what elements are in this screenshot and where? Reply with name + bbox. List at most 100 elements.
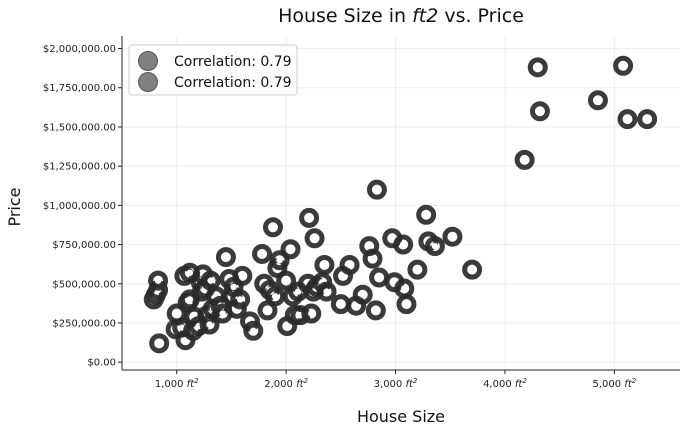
data-point-center bbox=[272, 293, 278, 299]
data-point-center bbox=[423, 212, 429, 218]
data-point bbox=[640, 112, 655, 127]
data-point-center bbox=[311, 235, 317, 241]
data-point bbox=[517, 152, 532, 167]
x-tick-label: 5,000 ft2 bbox=[592, 377, 636, 390]
data-point bbox=[620, 112, 635, 127]
data-point-center bbox=[270, 224, 276, 230]
data-point bbox=[317, 257, 332, 272]
y-tick-label: $750,000.00 bbox=[52, 240, 116, 251]
data-point-center bbox=[187, 270, 193, 276]
data-point-center bbox=[432, 243, 438, 249]
data-point-center bbox=[250, 328, 256, 334]
data-point bbox=[333, 297, 348, 312]
data-point-center bbox=[207, 277, 213, 283]
y-tick-label: $500,000.00 bbox=[52, 279, 116, 290]
data-point-center bbox=[644, 116, 650, 122]
legend-marker-1 bbox=[139, 52, 158, 71]
data-point bbox=[419, 207, 434, 222]
data-point-center bbox=[624, 116, 630, 122]
legend: Correlation: 0.79 Correlation: 0.79 bbox=[129, 45, 297, 95]
data-point-center bbox=[403, 301, 409, 307]
y-tick-label: $1,500,000.00 bbox=[43, 122, 116, 133]
data-point bbox=[304, 306, 319, 321]
data-point-center bbox=[276, 257, 282, 263]
data-point-center bbox=[537, 108, 543, 114]
data-point-center bbox=[321, 262, 327, 268]
y-tick-label: $1,750,000.00 bbox=[43, 83, 116, 94]
x-tick-label: 1,000 ft2 bbox=[155, 377, 199, 390]
y-tick-label: $1,000,000.00 bbox=[43, 201, 116, 212]
y-tick-label: $250,000.00 bbox=[52, 318, 116, 329]
x-tick-label: 2,000 ft2 bbox=[264, 377, 308, 390]
data-point-center bbox=[264, 307, 270, 313]
data-point-center bbox=[206, 321, 212, 327]
data-point-center bbox=[174, 310, 180, 316]
y-tick-label: $1,250,000.00 bbox=[43, 162, 116, 173]
data-point bbox=[616, 58, 631, 73]
data-point-center bbox=[595, 97, 601, 103]
data-point bbox=[397, 281, 412, 296]
title-prefix: House Size in bbox=[278, 5, 412, 27]
data-point-center bbox=[187, 296, 193, 302]
data-point bbox=[203, 273, 218, 288]
data-point bbox=[235, 268, 250, 283]
data-point bbox=[233, 292, 248, 307]
data-point bbox=[369, 182, 384, 197]
data-point bbox=[465, 262, 480, 277]
data-point-center bbox=[373, 307, 379, 313]
data-point-center bbox=[156, 340, 162, 346]
title-suffix: vs. Price bbox=[438, 5, 524, 27]
data-point-center bbox=[360, 292, 366, 298]
data-point bbox=[399, 297, 414, 312]
data-point-center bbox=[620, 63, 626, 69]
data-point bbox=[355, 287, 370, 302]
data-point-center bbox=[287, 246, 293, 252]
data-point bbox=[152, 336, 167, 351]
data-point bbox=[530, 60, 545, 75]
data-point bbox=[246, 323, 261, 338]
data-point bbox=[445, 229, 460, 244]
data-point-center bbox=[469, 266, 475, 272]
data-point-center bbox=[521, 157, 527, 163]
data-point bbox=[342, 257, 357, 272]
data-points bbox=[146, 58, 654, 351]
x-tick-label: 3,000 ft2 bbox=[374, 377, 418, 390]
data-point-center bbox=[401, 285, 407, 291]
data-point-center bbox=[535, 64, 541, 70]
y-tick-label: $2,000,000.00 bbox=[43, 44, 116, 55]
data-point-center bbox=[346, 262, 352, 268]
data-point bbox=[427, 239, 442, 254]
data-point-center bbox=[374, 186, 380, 192]
chart-title: House Size in ft2 vs. Price bbox=[278, 5, 524, 27]
data-point bbox=[532, 104, 547, 119]
data-point-center bbox=[239, 273, 245, 279]
data-point bbox=[410, 262, 425, 277]
y-tick-label: $0.00 bbox=[87, 358, 116, 369]
x-tick-labels: 1,000 ft2 2,000 ft2 3,000 ft2 4,000 ft2 5,00… bbox=[155, 377, 637, 390]
data-point bbox=[218, 250, 233, 265]
data-point bbox=[255, 246, 270, 261]
data-point bbox=[283, 242, 298, 257]
data-point-center bbox=[259, 251, 265, 257]
data-point-center bbox=[230, 284, 236, 290]
data-point bbox=[265, 220, 280, 235]
data-point-center bbox=[155, 277, 161, 283]
data-point-center bbox=[369, 255, 375, 261]
data-point bbox=[365, 251, 380, 266]
data-point-center bbox=[219, 310, 225, 316]
y-tick-labels: $0.00 $250,000.00 $500,000.00 $750,000.00 $1… bbox=[43, 44, 116, 369]
legend-marker-2 bbox=[139, 73, 158, 92]
legend-label-2: Correlation: 0.79 bbox=[174, 75, 292, 91]
data-point bbox=[268, 289, 283, 304]
y-axis-label: Price bbox=[5, 187, 24, 226]
x-tick-label: 4,000 ft2 bbox=[483, 377, 527, 390]
data-point-center bbox=[366, 243, 372, 249]
data-point-center bbox=[414, 266, 420, 272]
data-point bbox=[151, 273, 166, 288]
data-point bbox=[307, 231, 322, 246]
data-point-center bbox=[223, 254, 229, 260]
data-point bbox=[302, 210, 317, 225]
data-point bbox=[368, 303, 383, 318]
